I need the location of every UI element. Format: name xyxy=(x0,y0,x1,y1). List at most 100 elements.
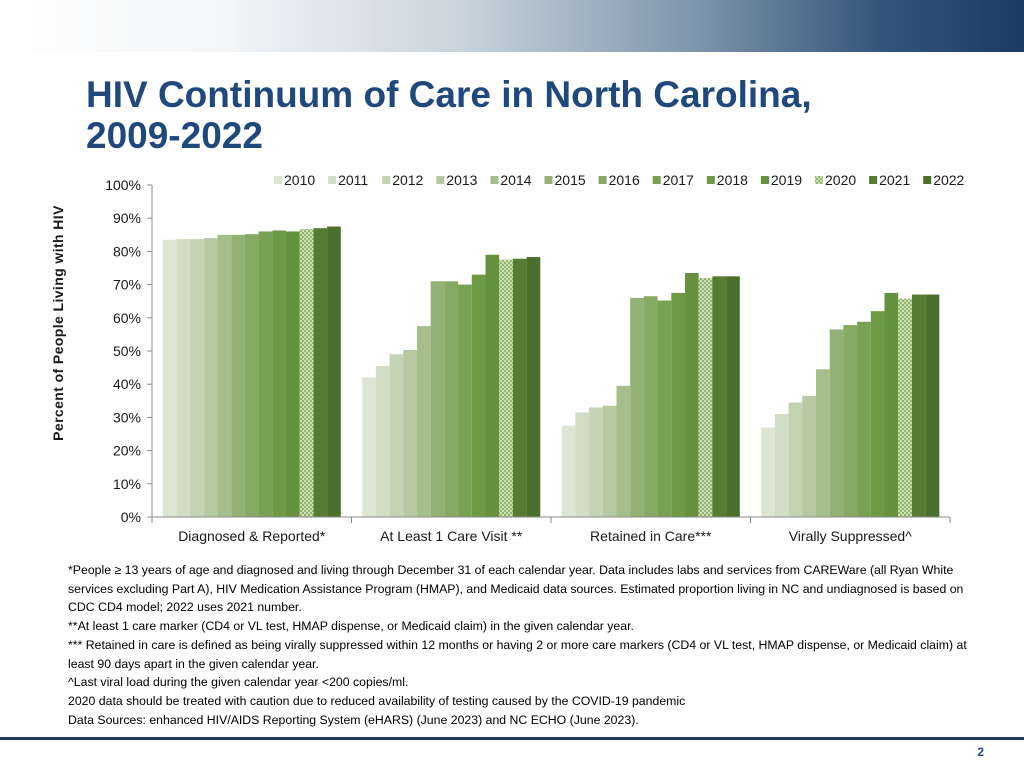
legend-label-2019: 2019 xyxy=(771,172,802,188)
footnote: Data Sources: enhanced HIV/AIDS Reportin… xyxy=(68,712,639,727)
category-label: Diagnosed & Reported* xyxy=(178,528,326,544)
bars xyxy=(162,226,940,518)
legend-swatch-2022 xyxy=(923,176,932,184)
title-line-2: 2009-2022 xyxy=(86,115,263,156)
bar-chart: 2010 2011 2012 2013 2014 2015 2016 2017 2018 2019… xyxy=(105,172,965,544)
footnote: 2020 data should be treated with caution… xyxy=(68,693,686,708)
top-banner xyxy=(0,0,1024,52)
bar-2019 xyxy=(485,254,500,517)
legend-label-2013: 2013 xyxy=(446,172,477,188)
legend-swatch-2015 xyxy=(544,176,553,184)
y-tick-label: 30% xyxy=(113,409,141,425)
bar-2016 xyxy=(444,281,459,517)
legend-swatch-2016 xyxy=(598,176,607,184)
y-tick-label: 100% xyxy=(105,177,141,193)
bar-2021 xyxy=(712,276,727,517)
bar-2012 xyxy=(389,354,404,517)
y-tick-label: 80% xyxy=(113,243,141,259)
bar-2020 xyxy=(499,259,513,517)
y-tick-label: 60% xyxy=(113,310,141,326)
legend-label-2022: 2022 xyxy=(933,172,964,188)
bar-2022 xyxy=(726,276,740,517)
bar-2018 xyxy=(870,311,885,517)
legend-swatch-2011 xyxy=(328,176,337,184)
y-tick-label: 50% xyxy=(113,343,141,359)
bar-2020 xyxy=(898,298,912,517)
bar-2020 xyxy=(299,229,314,517)
bar-2018 xyxy=(471,274,486,517)
legend-label-2018: 2018 xyxy=(717,172,748,188)
category-label: At Least 1 Care Visit ** xyxy=(380,528,523,544)
legend-label-2015: 2015 xyxy=(555,172,586,188)
bar-2012 xyxy=(788,402,803,517)
bar-2017 xyxy=(857,321,871,517)
category-label: Virally Suppressed^ xyxy=(789,528,912,544)
bar-2021 xyxy=(911,294,926,517)
bar-2011 xyxy=(176,239,191,517)
bar-2017 xyxy=(458,284,472,517)
footnote: *People ≥ 13 years of age and diagnosed … xyxy=(68,563,964,615)
title-line-1: HIV Continuum of Care in North Carolina, xyxy=(86,74,812,115)
bar-2021 xyxy=(313,228,328,517)
y-axis: 0% 10% 20% 30% 40% 50% 60% 70% 80% 90% 100% xyxy=(105,177,153,525)
legend-swatch-2018 xyxy=(706,176,715,184)
bar-2010 xyxy=(362,377,376,517)
legend-label-2010: 2010 xyxy=(284,172,315,188)
category-label: Retained in Care*** xyxy=(590,528,712,544)
legend-label-2017: 2017 xyxy=(663,172,694,188)
bar-2019 xyxy=(286,231,300,518)
legend-label-2020: 2020 xyxy=(825,172,856,188)
y-tick-label: 70% xyxy=(113,277,141,293)
footnotes: *People ≥ 13 years of age and diagnosed … xyxy=(68,561,968,729)
footnote: *** Retained in care is defined as being… xyxy=(68,637,967,671)
legend-swatch-2010 xyxy=(274,176,282,184)
bar-2015 xyxy=(430,281,445,517)
legend-label-2016: 2016 xyxy=(609,172,640,188)
bar-2012 xyxy=(190,239,204,517)
bar-2014 xyxy=(417,326,431,517)
bar-2021 xyxy=(512,258,527,517)
bar-2019 xyxy=(685,272,699,517)
legend-label-2014: 2014 xyxy=(500,172,531,188)
page-number: 2 xyxy=(977,745,984,759)
bar-2018 xyxy=(671,292,685,517)
bar-2022 xyxy=(327,226,341,517)
bar-2018 xyxy=(272,230,286,517)
bar-2014 xyxy=(217,234,232,518)
legend-swatch-2014 xyxy=(490,176,499,184)
bar-2013 xyxy=(602,405,617,517)
bar-2014 xyxy=(816,369,830,517)
y-tick-label: 40% xyxy=(113,376,141,392)
bar-2020 xyxy=(698,277,713,517)
bar-2010 xyxy=(162,239,177,517)
bar-2011 xyxy=(575,412,590,517)
bar-2010 xyxy=(761,427,775,517)
legend-label-2012: 2012 xyxy=(392,172,423,188)
bar-2017 xyxy=(657,300,672,517)
y-tick-label: 20% xyxy=(113,443,141,459)
bar-2015 xyxy=(829,329,844,517)
bar-2015 xyxy=(231,234,245,518)
footnote: ^Last viral load during the given calend… xyxy=(68,675,409,690)
legend-label-2021: 2021 xyxy=(879,172,910,188)
bar-2013 xyxy=(403,350,417,517)
bar-2011 xyxy=(375,365,390,517)
legend-swatch-2012 xyxy=(382,176,391,184)
bar-2013 xyxy=(203,238,218,517)
bar-2019 xyxy=(884,292,899,517)
legend-swatch-2021 xyxy=(869,176,878,184)
legend-swatch-2019 xyxy=(760,176,769,184)
bottom-rule xyxy=(0,737,1024,740)
bar-2011 xyxy=(774,414,789,517)
legend-label-2011: 2011 xyxy=(338,172,368,188)
y-tick-label: 0% xyxy=(121,509,141,525)
bar-2016 xyxy=(244,234,259,518)
bar-2010 xyxy=(561,425,576,517)
bar-2016 xyxy=(643,296,658,517)
bar-2022 xyxy=(526,257,541,517)
legend-swatch-2013 xyxy=(436,176,445,184)
legend: 2010 2011 2012 2013 2014 2015 2016 2017 2018 2019… xyxy=(274,172,965,188)
bar-2012 xyxy=(589,407,603,517)
bar-2014 xyxy=(616,385,631,517)
bar-2022 xyxy=(925,294,940,517)
